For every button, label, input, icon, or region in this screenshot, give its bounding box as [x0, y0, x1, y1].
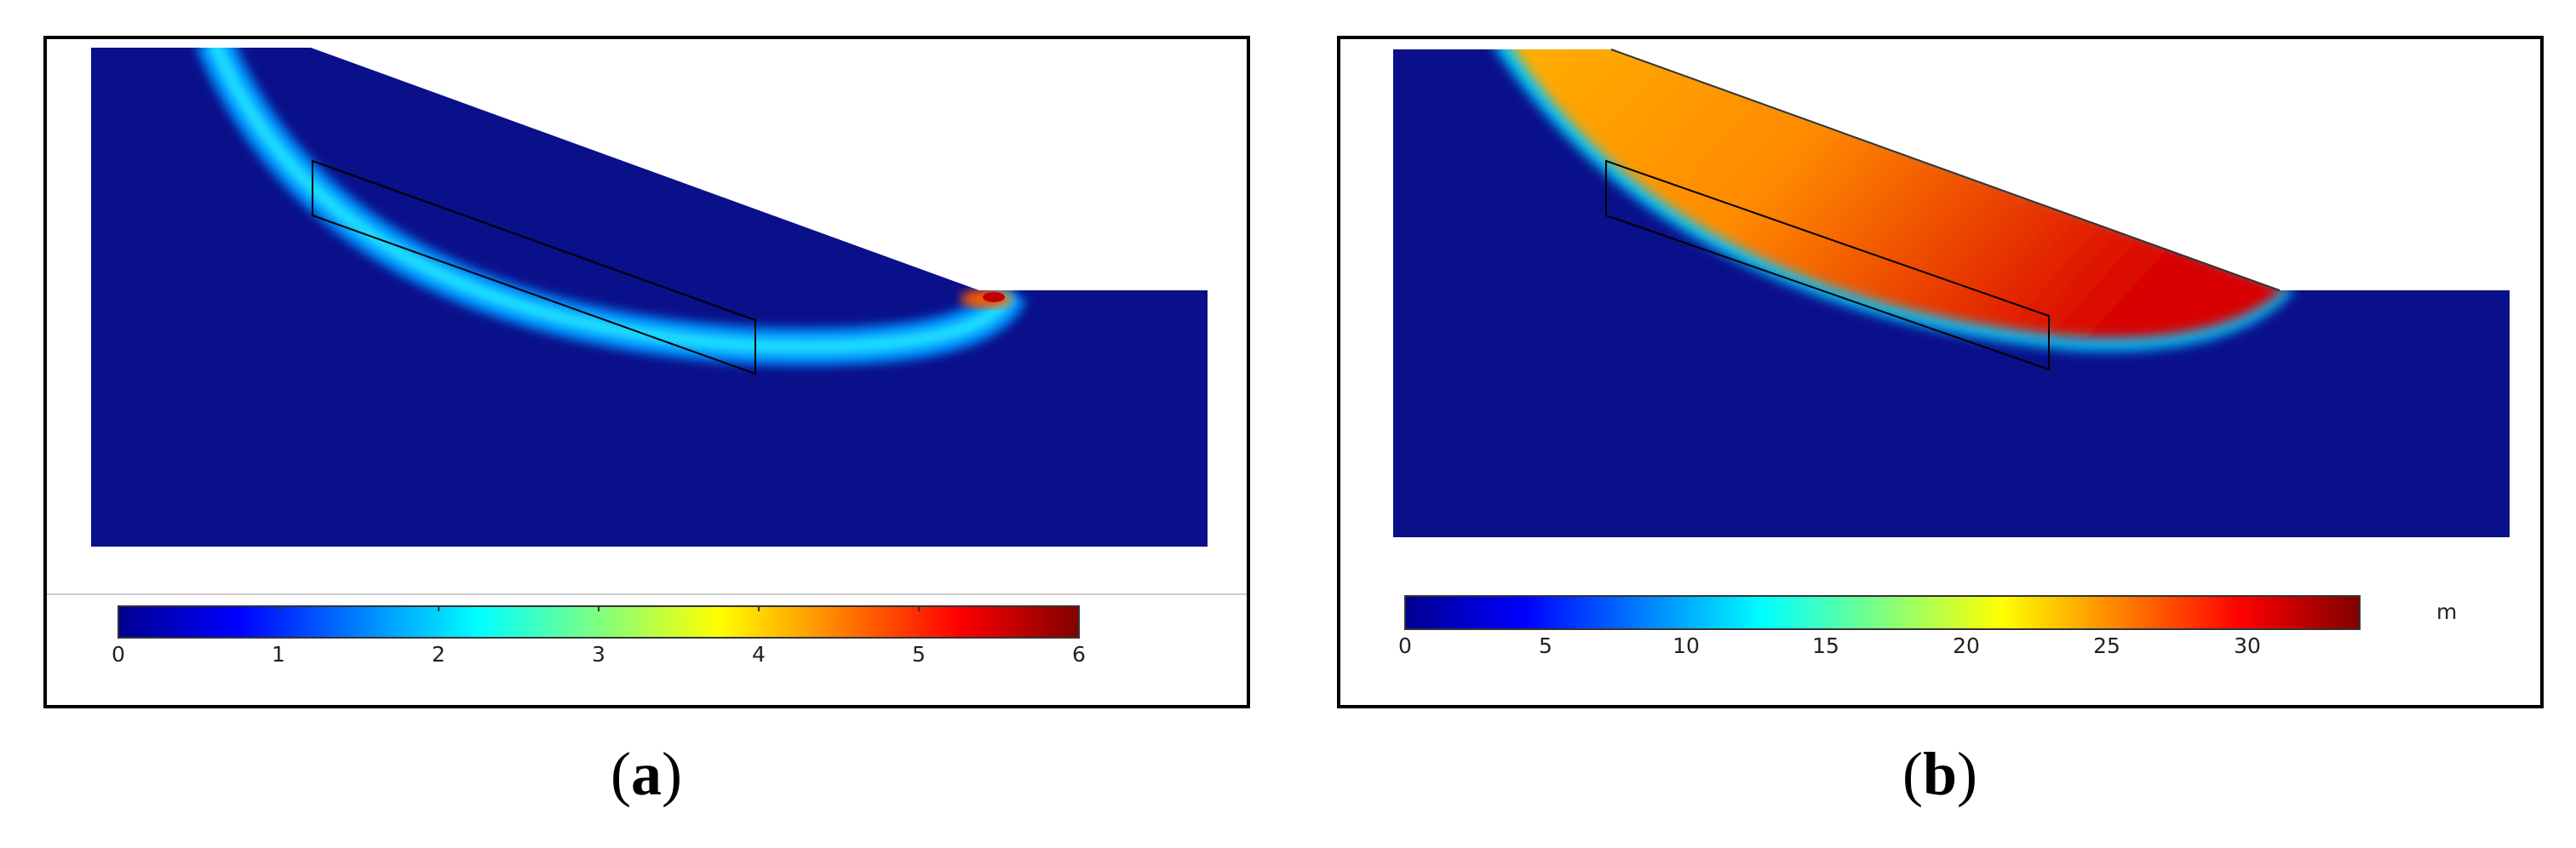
caption-a: (a)	[611, 740, 682, 808]
tick-b-0: 0	[1398, 633, 1412, 658]
tick-b-15: 15	[1812, 633, 1839, 658]
tick-a-5: 5	[912, 642, 926, 667]
tick-a-0: 0	[112, 642, 125, 667]
sliding-mass	[1506, 49, 2286, 339]
tick-b-25: 25	[2093, 633, 2120, 658]
panel-b: 0 5 10 15 20 25 30 m	[1337, 36, 2544, 708]
plot-a	[47, 48, 1247, 639]
reinforcement-outline	[312, 159, 756, 375]
tick-a-2: 2	[432, 642, 445, 667]
tick-b-30: 30	[2234, 633, 2261, 658]
tick-a-4: 4	[752, 642, 766, 667]
tick-b-5: 5	[1539, 633, 1552, 658]
slope-domain	[91, 48, 1208, 547]
colorbar-unit-label: m	[2436, 599, 2458, 624]
panel-a: 0 1 2 3 4 5 6	[43, 36, 1250, 708]
colorbar-a	[118, 605, 1080, 639]
tick-a-3: 3	[592, 642, 605, 667]
tick-b-10: 10	[1672, 633, 1700, 658]
shear-peak-core	[983, 292, 1005, 302]
colorbar-a-ticks	[118, 606, 1080, 611]
caption-b: (b)	[1902, 740, 1978, 808]
colorbar-b	[1404, 595, 2361, 630]
plot-b	[1393, 49, 2510, 630]
tick-a-6: 6	[1072, 642, 1086, 667]
reinforcement-outline	[1605, 159, 2050, 371]
tick-b-20: 20	[1953, 633, 1980, 658]
slope-surface-line	[1610, 49, 2281, 291]
tick-a-1: 1	[272, 642, 285, 667]
